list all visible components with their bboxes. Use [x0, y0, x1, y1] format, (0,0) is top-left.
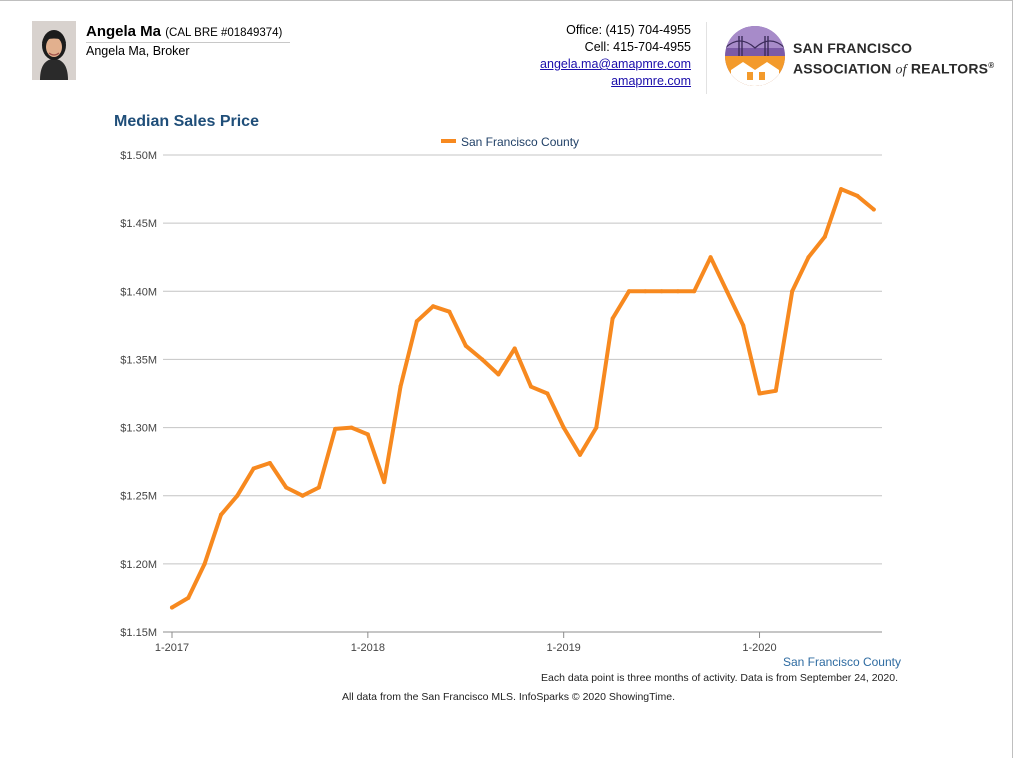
data-point[interactable]	[773, 388, 778, 393]
y-tick-label: $1.50M	[120, 150, 157, 162]
y-tick-label: $1.45M	[120, 218, 157, 230]
data-point[interactable]	[267, 461, 272, 466]
data-point[interactable]	[202, 561, 207, 566]
data-point[interactable]	[300, 493, 305, 498]
data-point[interactable]	[855, 193, 860, 198]
data-point[interactable]	[251, 466, 256, 471]
data-point[interactable]	[626, 289, 631, 294]
x-tick-label: 1-2019	[547, 642, 581, 654]
footer-area-label: San Francisco County	[782, 655, 901, 669]
agent-name-divider	[86, 42, 290, 43]
data-point[interactable]	[610, 316, 615, 321]
data-point[interactable]	[529, 384, 534, 389]
data-point[interactable]	[512, 346, 517, 351]
data-point[interactable]	[806, 255, 811, 260]
data-point[interactable]	[398, 384, 403, 389]
series-line	[170, 187, 876, 610]
email-link[interactable]: angela.ma@amapmre.com	[540, 57, 691, 71]
y-tick-label: $1.20M	[120, 559, 157, 571]
contact-block: Office: (415) 704-4955 Cell: 415-704-495…	[540, 22, 691, 90]
header-divider	[706, 22, 707, 94]
data-point[interactable]	[382, 480, 387, 485]
sf-realtors-logo-icon	[725, 26, 785, 86]
data-point[interactable]	[594, 425, 599, 430]
chart-legend: San Francisco County	[441, 135, 579, 149]
y-tick-label: $1.35M	[120, 354, 157, 366]
agent-name-line: Angela Ma (CAL BRE #01849374)	[86, 23, 282, 40]
association-of: of	[895, 62, 907, 78]
data-point[interactable]	[349, 425, 354, 430]
data-point[interactable]	[431, 304, 436, 309]
website-link[interactable]: amapmre.com	[611, 74, 691, 88]
y-tick-label: $1.40M	[120, 286, 157, 298]
data-point[interactable]	[414, 319, 419, 324]
data-point[interactable]	[790, 289, 795, 294]
chart-title: Median Sales Price	[114, 113, 259, 130]
agent-license: (CAL BRE #01849374)	[165, 27, 283, 39]
footer-credit: All data from the San Francisco MLS. Inf…	[342, 691, 676, 703]
data-point[interactable]	[333, 426, 338, 431]
data-point[interactable]	[561, 425, 566, 430]
y-tick-label: $1.30M	[120, 423, 157, 435]
data-point[interactable]	[447, 309, 452, 314]
x-tick-label: 1-2018	[351, 642, 385, 654]
x-tick-label: 1-2020	[742, 642, 776, 654]
data-point[interactable]	[496, 372, 501, 377]
cell-phone: Cell: 415-704-4955	[584, 40, 691, 54]
person-photo-icon	[32, 21, 76, 80]
y-tick-label: $1.15M	[120, 627, 157, 639]
data-point[interactable]	[708, 255, 713, 260]
data-point[interactable]	[741, 323, 746, 328]
data-point[interactable]	[578, 452, 582, 457]
data-point[interactable]	[316, 485, 321, 490]
data-point[interactable]	[463, 343, 468, 348]
association-line-2: Association of Realtors®	[793, 57, 994, 80]
footer-note: Each data point is three months of activ…	[541, 672, 898, 684]
data-point[interactable]	[284, 485, 289, 490]
data-point[interactable]	[235, 493, 240, 498]
agent-name: Angela Ma	[86, 23, 162, 40]
data-point[interactable]	[692, 289, 697, 294]
data-point[interactable]	[675, 289, 680, 294]
association-line-1: San Francisco	[793, 40, 913, 56]
data-point[interactable]	[365, 432, 370, 437]
association-word: Association	[793, 60, 892, 77]
registered-mark: ®	[988, 61, 995, 70]
data-point[interactable]	[643, 289, 648, 294]
agent-avatar	[32, 21, 76, 80]
legend-swatch	[441, 139, 456, 143]
data-point[interactable]	[170, 605, 174, 610]
x-tick-label: 1-2017	[155, 642, 189, 654]
legend-label: San Francisco County	[461, 135, 579, 149]
data-point[interactable]	[871, 207, 876, 212]
association-realtors: Realtors	[910, 60, 989, 77]
data-point[interactable]	[839, 187, 844, 192]
data-point[interactable]	[480, 357, 485, 362]
data-point[interactable]	[757, 391, 762, 396]
office-phone: Office: (415) 704-4955	[566, 23, 691, 37]
association-name: San Francisco Association of Realtors®	[793, 39, 994, 80]
y-tick-label: $1.25M	[120, 491, 157, 503]
agent-title: Angela Ma, Broker	[86, 44, 190, 58]
data-point[interactable]	[724, 289, 729, 294]
data-point[interactable]	[218, 512, 223, 517]
data-point[interactable]	[186, 595, 191, 600]
data-point[interactable]	[659, 289, 664, 294]
data-point[interactable]	[822, 234, 827, 239]
data-point[interactable]	[545, 391, 550, 396]
